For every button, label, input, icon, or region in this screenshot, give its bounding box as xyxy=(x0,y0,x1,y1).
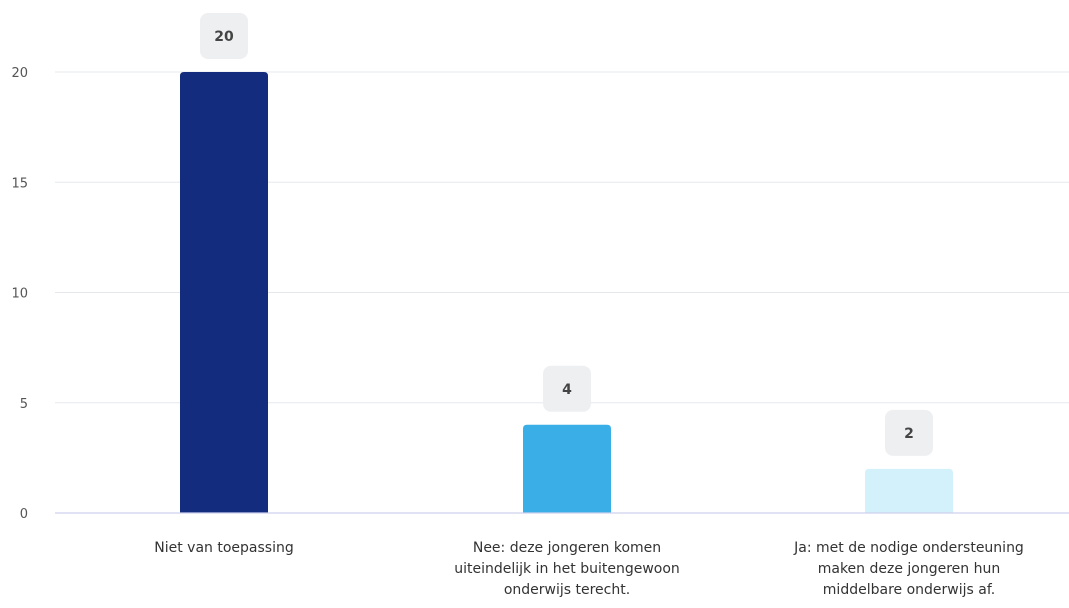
category-label: Ja: met de nodige ondersteuning maken dez… xyxy=(759,538,1059,601)
value-badge-background xyxy=(200,13,248,59)
value-badge-background xyxy=(885,409,933,456)
value-badge-background xyxy=(543,365,591,412)
bar[interactable] xyxy=(180,72,268,513)
category-label: Niet van toepassing xyxy=(74,538,374,559)
y-tick-label: 0 xyxy=(20,507,28,522)
category-label-line: onderwijs terecht. xyxy=(503,582,631,598)
bar[interactable] xyxy=(865,468,953,513)
y-tick-label: 5 xyxy=(20,397,28,412)
value-badge: 4 xyxy=(543,365,591,412)
y-tick-label: 10 xyxy=(11,287,28,302)
value-badge: 20 xyxy=(200,13,248,59)
category-label-line: Ja: met de nodige ondersteuning xyxy=(794,540,1024,556)
y-axis: 0 5 10 15 20 xyxy=(11,66,28,522)
value-label: 4 xyxy=(562,382,572,398)
category-label: Nee: deze jongeren komen uiteindelijk in … xyxy=(417,538,717,601)
category-label-line: maken deze jongeren hun xyxy=(817,561,1001,577)
category-label-line: Nee: deze jongeren komen xyxy=(472,540,662,556)
y-tick-label: 20 xyxy=(11,66,28,81)
category-label-line: middelbare onderwijs af. xyxy=(822,582,996,598)
category-label-line: uiteindelijk in het buitengewoon xyxy=(454,561,680,577)
value-badge: 2 xyxy=(885,409,933,456)
y-tick-label: 15 xyxy=(11,176,28,191)
value-label: 20 xyxy=(214,29,234,45)
value-label: 2 xyxy=(904,426,914,442)
bar[interactable] xyxy=(523,424,611,513)
bars xyxy=(180,72,953,513)
category-label-line: Niet van toepassing xyxy=(154,540,294,556)
